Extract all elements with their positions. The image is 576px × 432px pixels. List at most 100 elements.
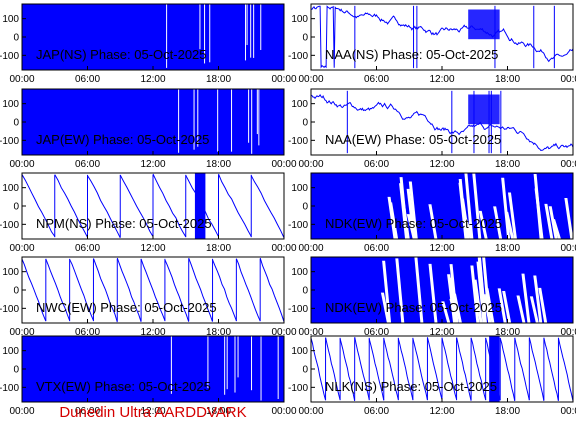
phase-series	[311, 257, 573, 323]
phase-fill	[22, 4, 284, 70]
y-tick-label: -100	[288, 51, 308, 62]
y-tick-label: 0	[302, 118, 308, 129]
phase-trace	[140, 258, 166, 321]
phase-gap	[505, 211, 515, 239]
x-tick-label: 06:00	[75, 74, 100, 85]
x-tick-label: 12:00	[429, 243, 454, 254]
phase-trace	[412, 338, 428, 401]
phase-trace	[543, 337, 559, 402]
x-tick-label: 00:00	[271, 159, 296, 170]
phase-series	[22, 89, 284, 155]
y-tick-label: 0	[302, 286, 308, 297]
y-tick-label: 0	[13, 118, 19, 129]
y-tick-label: 0	[302, 33, 308, 44]
x-tick-label: 06:00	[364, 406, 389, 417]
phase-gap	[253, 4, 255, 58]
phase-trace	[456, 337, 472, 401]
x-tick-label: 00:00	[271, 74, 296, 85]
y-tick-label: 100	[2, 267, 19, 278]
y-tick-label: 0	[13, 202, 19, 213]
phase-gap	[529, 296, 539, 323]
phase-series	[21, 173, 285, 239]
phase-gap	[234, 336, 236, 393]
phase-gap	[497, 288, 507, 323]
x-tick-label: 00:00	[298, 243, 323, 254]
phase-gap	[209, 4, 211, 63]
chart-panel-3: 100 0 -100 00:00 06:00 12:00 18:00 00:00 JAP(EW)…	[0, 88, 297, 170]
y-tick-label: 100	[291, 267, 308, 278]
phase-gap	[237, 336, 239, 378]
y-tick-label: -100	[0, 304, 19, 315]
phase-trace	[354, 336, 370, 400]
panel-title: NPM(NS) Phase: 05-Oct-2025	[36, 216, 212, 231]
phase-gap	[248, 89, 250, 143]
phase-fill	[22, 89, 284, 155]
phase-trace	[21, 174, 56, 237]
x-tick-label: 18:00	[495, 406, 520, 417]
x-tick-label: 12:00	[429, 327, 454, 338]
panel-title: JAP(NS) Phase: 05-Oct-2025	[36, 47, 207, 62]
panel-title: NDK(EW) Phase: 05-Oct-2025	[325, 300, 502, 315]
phase-trace	[528, 337, 545, 401]
phase-gap	[544, 203, 554, 239]
phase-trace	[441, 337, 458, 400]
x-tick-label: 12:00	[429, 74, 454, 85]
y-tick-label: 100	[291, 99, 308, 110]
x-tick-label: 00:00	[298, 159, 323, 170]
phase-gap	[204, 4, 206, 64]
phase-trace	[310, 337, 327, 401]
chart-panel-9: 100 0 -100 00:00 06:00 12:00 18:00 00:00 VTX(EW)…	[0, 335, 297, 417]
y-tick-label: 100	[2, 346, 19, 357]
phase-trace	[470, 337, 487, 401]
y-tick-label: -100	[0, 383, 19, 394]
x-tick-label: 18:00	[206, 159, 231, 170]
x-tick-label: 00:00	[9, 74, 34, 85]
phase-gap	[414, 257, 424, 323]
y-tick-label: 0	[302, 202, 308, 213]
phase-gap	[197, 89, 199, 147]
phase-trace	[383, 338, 399, 400]
phase-trace	[54, 174, 88, 238]
phase-trace	[93, 258, 118, 323]
y-tick-label: 100	[2, 14, 19, 25]
phase-gap	[441, 301, 451, 323]
phase-trace	[69, 259, 94, 321]
phase-gap	[231, 89, 233, 152]
phase-gap	[382, 260, 392, 323]
x-tick-label: 00:00	[271, 327, 296, 338]
y-tick-label: 100	[2, 99, 19, 110]
y-tick-label: -100	[0, 136, 19, 147]
phase-trace	[250, 175, 285, 239]
x-tick-label: 06:00	[364, 74, 389, 85]
phase-gap	[408, 181, 418, 239]
y-tick-label: -100	[288, 220, 308, 231]
phase-series	[21, 257, 285, 323]
x-tick-label: 00:00	[560, 243, 576, 254]
phase-gap	[258, 89, 260, 146]
phase-series	[310, 336, 574, 402]
x-tick-label: 06:00	[75, 159, 100, 170]
phase-trace	[87, 175, 121, 239]
phase-gap	[395, 258, 405, 323]
x-tick-label: 18:00	[495, 159, 520, 170]
x-tick-label: 12:00	[429, 159, 454, 170]
phase-gap	[226, 336, 228, 390]
chart-panel-4: 100 0 -100 00:00 06:00 12:00 18:00 00:00 NAA(EW)…	[288, 88, 576, 170]
x-tick-label: 00:00	[9, 406, 34, 417]
phase-gap	[199, 4, 201, 50]
phase-trace	[45, 258, 71, 321]
y-tick-label: 0	[302, 365, 308, 376]
phase-gap	[449, 264, 459, 323]
phase-trace	[397, 338, 414, 401]
phase-gap	[224, 336, 226, 395]
x-tick-label: 18:00	[206, 243, 231, 254]
x-tick-label: 06:00	[364, 159, 389, 170]
y-tick-label: -100	[0, 51, 19, 62]
x-tick-label: 12:00	[140, 159, 165, 170]
x-tick-label: 00:00	[9, 243, 34, 254]
phase-trace	[259, 257, 285, 322]
phase-gap	[170, 336, 172, 394]
phase-gap	[217, 89, 219, 152]
phase-trace	[218, 173, 252, 237]
